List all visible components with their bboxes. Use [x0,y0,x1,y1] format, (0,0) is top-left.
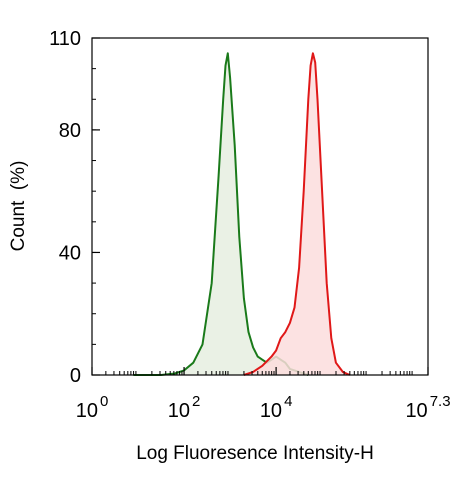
x-tick-base: 10 [76,400,98,422]
series-2-line [243,52,351,376]
x-axis-title: Log Fluoresence Intensity-H [136,443,374,464]
series-1-area [133,53,309,376]
x-tick-exponent: 4 [284,393,292,410]
series-layer [133,52,351,376]
x-tick-base: 10 [405,400,427,422]
x-tick-exponent: 0 [100,393,108,410]
tick-layer [91,37,429,376]
y-tick-label: 0 [70,365,81,387]
x-tick-label: 10 7.3 [405,393,450,422]
x-tick-label: 10 2 [168,393,201,422]
plot-frame [91,37,429,376]
x-tick-exponent: 2 [192,393,200,410]
x-tick-label: 10 0 [76,393,109,422]
y-tick-label: 40 [59,242,81,264]
y-tick-label: 80 [59,120,81,142]
x-tick-exponent: 7.3 [430,393,451,410]
x-tick-base: 10 [168,400,190,422]
series-2-area [243,53,350,376]
y-axis-title: Count (%) [8,161,29,252]
x-tick-label: 10 4 [260,393,293,422]
x-tick-base: 10 [260,400,282,422]
y-tick-label: 110 [49,28,81,50]
